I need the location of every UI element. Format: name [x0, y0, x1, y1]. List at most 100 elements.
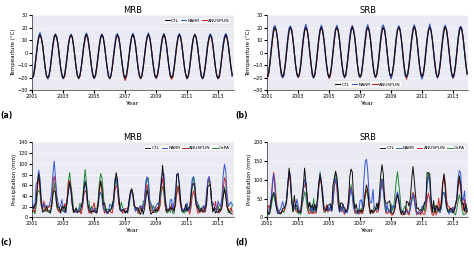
CTL	[149, 55, 155, 58]
X-axis label: Year: Year	[361, 228, 374, 233]
Legend: CTL, NARR, ANUSPLIN, CaPA: CTL, NARR, ANUSPLIN, CaPA	[379, 145, 466, 151]
ANUSPLIN	[169, 78, 174, 81]
CTL	[160, 164, 165, 167]
ANUSPLIN	[465, 209, 470, 212]
ANUSPLIN	[431, 214, 437, 217]
ANUSPLIN	[193, 36, 199, 39]
CTL	[404, 75, 410, 78]
NARR	[419, 78, 425, 81]
ANUSPLIN	[427, 199, 433, 202]
Y-axis label: Tempearture (°C): Tempearture (°C)	[11, 29, 16, 77]
NARR	[169, 76, 174, 79]
CTL	[229, 212, 235, 215]
NARR	[339, 63, 345, 67]
NARR	[446, 213, 452, 216]
Y-axis label: Precipitation (mm): Precipitation (mm)	[247, 154, 252, 206]
Text: (a): (a)	[0, 111, 12, 120]
NARR	[192, 33, 198, 36]
Title: SRB: SRB	[359, 6, 376, 15]
Line: NARR: NARR	[32, 32, 232, 79]
ANUSPLIN	[187, 213, 192, 216]
CTL	[83, 33, 89, 36]
CaPA	[32, 212, 38, 215]
Legend: CTL, NARR, ANUSPLIN, CaPA: CTL, NARR, ANUSPLIN, CaPA	[144, 145, 231, 151]
NARR	[347, 35, 353, 38]
Line: ANUSPLIN: ANUSPLIN	[32, 176, 232, 214]
CTL	[169, 76, 174, 79]
CaPA	[170, 212, 176, 215]
CaPA	[315, 202, 320, 205]
CTL	[405, 200, 410, 204]
Line: NARR: NARR	[267, 159, 467, 214]
NARR	[465, 73, 470, 76]
ANUSPLIN	[229, 210, 235, 213]
CaPA	[29, 210, 35, 213]
ANUSPLIN	[264, 76, 270, 79]
CTL	[379, 163, 385, 167]
ANUSPLIN	[29, 209, 35, 213]
ANUSPLIN	[81, 194, 87, 197]
NARR	[149, 56, 155, 59]
CaPA	[229, 203, 235, 206]
NARR	[315, 48, 320, 51]
NARR	[383, 38, 389, 41]
NARR	[81, 190, 87, 193]
NARR	[402, 75, 408, 78]
Line: ANUSPLIN: ANUSPLIN	[267, 172, 467, 215]
Text: (b): (b)	[235, 111, 247, 120]
CTL	[428, 29, 434, 32]
Y-axis label: Precipitation (mm): Precipitation (mm)	[12, 154, 18, 206]
CTL	[340, 72, 346, 76]
CTL	[384, 51, 390, 54]
ANUSPLIN	[316, 185, 322, 188]
CTL	[264, 210, 270, 214]
CTL	[347, 175, 353, 178]
CaPA	[427, 179, 433, 182]
NARR	[427, 22, 433, 25]
CTL	[29, 204, 35, 207]
ANUSPLIN	[112, 45, 118, 49]
X-axis label: Year: Year	[126, 228, 139, 233]
CaPA	[465, 211, 470, 214]
ANUSPLIN	[384, 50, 390, 53]
Line: ANUSPLIN: ANUSPLIN	[267, 26, 467, 79]
ANUSPLIN	[80, 55, 85, 58]
ANUSPLIN	[51, 175, 57, 178]
CTL	[112, 183, 118, 186]
Line: CTL: CTL	[32, 34, 232, 79]
CTL	[315, 196, 320, 199]
CTL	[80, 201, 85, 204]
NARR	[315, 200, 320, 203]
ANUSPLIN	[106, 212, 111, 215]
ANUSPLIN	[149, 55, 155, 58]
CaPA	[151, 204, 156, 207]
NARR	[384, 203, 390, 206]
CTL	[113, 36, 119, 40]
X-axis label: Year: Year	[361, 101, 374, 106]
CTL	[140, 213, 146, 216]
Line: CaPA: CaPA	[267, 172, 467, 215]
ANUSPLIN	[122, 79, 128, 82]
CTL	[29, 76, 35, 79]
CaPA	[115, 186, 120, 189]
CaPA	[460, 213, 466, 216]
Y-axis label: Tempearture (°C): Tempearture (°C)	[246, 29, 251, 77]
CaPA	[347, 192, 353, 195]
NARR	[347, 195, 353, 198]
CTL	[384, 202, 390, 205]
ANUSPLIN	[465, 72, 470, 75]
ANUSPLIN	[264, 211, 270, 214]
Legend: CTL, NARR, ANUSPLIN: CTL, NARR, ANUSPLIN	[163, 17, 231, 24]
Legend: CTL, NARR, ANUSPLIN: CTL, NARR, ANUSPLIN	[334, 81, 402, 88]
NARR	[29, 78, 35, 81]
ANUSPLIN	[193, 202, 199, 205]
NARR	[37, 31, 43, 34]
ANUSPLIN	[149, 209, 155, 212]
CaPA	[264, 212, 270, 215]
Line: ANUSPLIN: ANUSPLIN	[32, 34, 232, 80]
CTL	[192, 33, 198, 36]
NARR	[104, 212, 110, 215]
NARR	[404, 210, 410, 213]
Line: NARR: NARR	[267, 24, 467, 79]
Line: CTL: CTL	[32, 165, 232, 214]
